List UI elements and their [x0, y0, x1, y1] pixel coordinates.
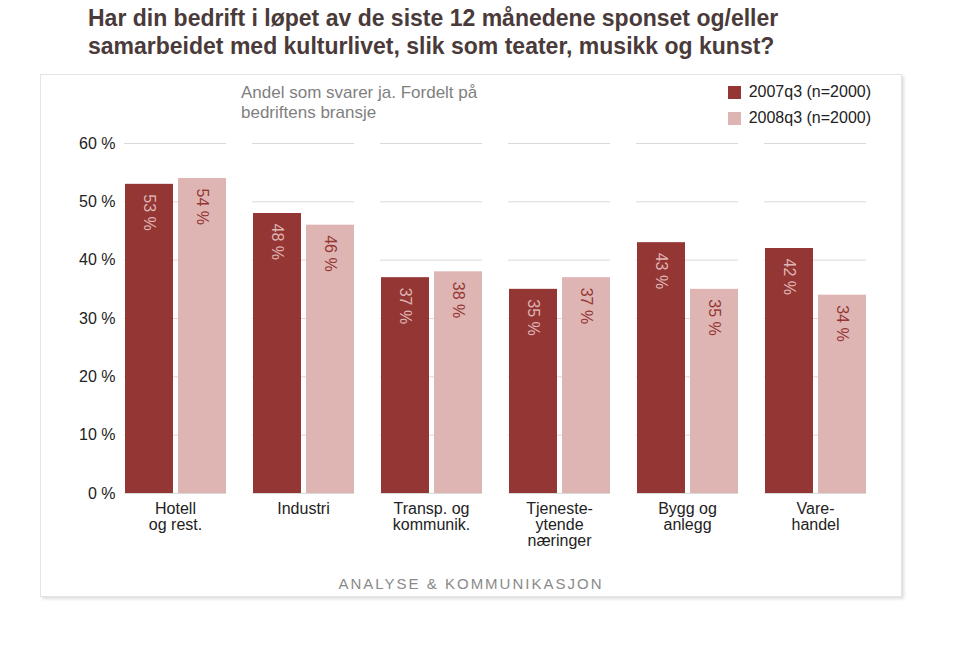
svg-text:43 %: 43 %: [653, 253, 670, 289]
svg-text:50 %: 50 %: [79, 193, 115, 210]
svg-text:42 %: 42 %: [781, 259, 798, 295]
svg-text:Bygg oganlegg: Bygg oganlegg: [658, 500, 717, 533]
html-text:Har din bedrift i løpet av de: Har din bedrift i løpet av de siste 12 m…: [88, 5, 779, 59]
svg-text:37 %: 37 %: [397, 288, 414, 324]
svg-text:40 %: 40 %: [79, 251, 115, 268]
svg-text:35 %: 35 %: [525, 299, 542, 335]
html-text:2007q3 (n=2000): 2007q3 (n=2000): [748, 83, 871, 100]
svg-text:Industri: Industri: [277, 500, 329, 517]
svg-text:46 %: 46 %: [322, 235, 339, 271]
svg-text:20 %: 20 %: [79, 368, 115, 385]
svg-text:Transp. ogkommunik.: Transp. ogkommunik.: [393, 500, 470, 533]
svg-text:48 %: 48 %: [269, 224, 286, 260]
svg-text:54 %: 54 %: [194, 189, 211, 225]
svg-text:10 %: 10 %: [79, 426, 115, 443]
svg-text:0 %: 0 %: [88, 485, 116, 502]
svg-text:37 %: 37 %: [578, 288, 595, 324]
svg-text:53 %: 53 %: [141, 194, 158, 230]
html-text:2008q3 (n=2000): 2008q3 (n=2000): [748, 109, 871, 126]
svg-text:38 %: 38 %: [450, 282, 467, 318]
svg-text:60 %: 60 %: [79, 135, 115, 152]
svg-text:Vare-handel: Vare-handel: [791, 500, 839, 533]
svg-text:34 %: 34 %: [834, 305, 851, 341]
svg-text:35 %: 35 %: [706, 299, 723, 335]
html-text:Andel som svarer ja. Fordelt p: Andel som svarer ja. Fordelt på bedrifte…: [241, 83, 478, 122]
html-text:ANALYSE & KOMMUNIKASJON: ANALYSE & KOMMUNIKASJON: [338, 575, 604, 592]
svg-text:Hotellog rest.: Hotellog rest.: [149, 500, 202, 533]
svg-text:30 %: 30 %: [79, 310, 115, 327]
svg-text:Tjeneste-ytendenæringer: Tjeneste-ytendenæringer: [526, 500, 593, 549]
